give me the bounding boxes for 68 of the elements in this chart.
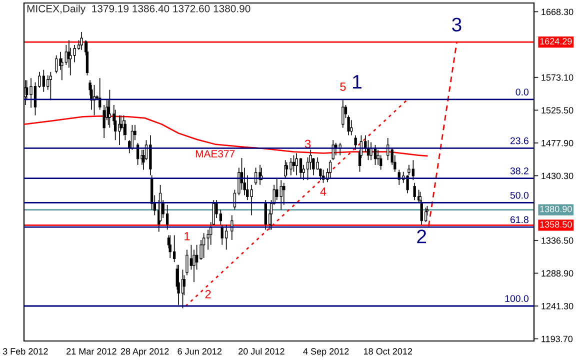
candlestick (412, 160, 415, 181)
x-tick-label: 4 Sep 2012 (303, 348, 349, 356)
candlestick (166, 204, 169, 230)
candlestick (250, 184, 253, 216)
annotation: 4 (320, 187, 326, 196)
candlestick (224, 224, 228, 250)
y-tick-label: 1288.90 (542, 270, 574, 277)
candlestick (80, 32, 83, 50)
ref-line-label: 1624.29 (540, 38, 572, 44)
ref-line-label: 50.0 (510, 192, 529, 199)
y-tick-label: 1573.10 (542, 74, 574, 81)
ref-line-label: 100.0 (505, 295, 529, 302)
candlestick (292, 154, 296, 172)
annotation: 1 (353, 75, 362, 88)
x-tick-label: 3 Feb 2012 (2, 348, 48, 355)
ref-line-label: 1380.90 (540, 206, 572, 212)
candlestick (202, 232, 206, 258)
x-tick-label: 21 Mar 2012 (66, 348, 116, 355)
candlestick (190, 244, 193, 270)
candlestick (282, 182, 286, 206)
annotation: 2 (205, 290, 211, 298)
x-tick-label: 28 Apr 2012 (120, 348, 169, 356)
candlestick (30, 78, 32, 108)
candlestick (370, 142, 372, 161)
candlestick (295, 152, 298, 176)
ref-line-label: 0.0 (516, 88, 529, 96)
ref-line-label: 61.8 (510, 216, 528, 224)
candlestick (42, 69, 46, 92)
candlestick (342, 100, 344, 128)
candlestick (290, 158, 292, 176)
candlestick (86, 42, 89, 76)
candlestick (350, 120, 353, 136)
annotation: 5 (340, 82, 346, 91)
y-tick-label: 1668.30 (542, 8, 574, 16)
x-tick-label: 6 Jun 2012 (178, 348, 222, 355)
ref-line-label: 1358.50 (540, 221, 572, 228)
candlestick (276, 178, 278, 200)
x-tick-label: 18 Oct 2012 (364, 348, 412, 355)
annotation: 2 (417, 230, 426, 244)
candlestick (424, 207, 428, 223)
candlestick (172, 234, 176, 263)
annotation: 1 (184, 232, 190, 240)
candlestick (280, 180, 282, 210)
candlestick (299, 158, 302, 178)
annotation: 3 (452, 18, 462, 32)
series-label: MAE377 (196, 150, 235, 158)
y-tick-label: 1193.70 (542, 336, 573, 342)
candlestick (413, 182, 416, 200)
y-tick-label: 1430.30 (542, 172, 574, 180)
chart-title: MICEX,Daily 1379.19 1386.40 1372.60 1380.90 (27, 4, 250, 14)
candlestick (264, 200, 267, 230)
candlestick (54, 54, 58, 74)
candlestick (195, 244, 198, 270)
ref-line-label: 23.6 (510, 137, 528, 144)
y-tick-label: 1336.50 (542, 237, 574, 244)
y-tick-label: 1477.90 (542, 140, 574, 146)
ref-line-label: 38.2 (510, 167, 528, 174)
x-tick-label: 20 Jul 2012 (238, 348, 284, 355)
candlestick (354, 134, 357, 150)
candlestick (230, 214, 234, 240)
candlestick (49, 71, 52, 101)
candlestick (328, 160, 332, 178)
candlestick (192, 249, 196, 283)
candlestick (108, 89, 112, 128)
y-tick-label: 1241.30 (542, 302, 574, 310)
candlestick (73, 44, 76, 63)
y-tick-label: 1525.50 (542, 107, 574, 114)
candlestick (186, 249, 188, 276)
